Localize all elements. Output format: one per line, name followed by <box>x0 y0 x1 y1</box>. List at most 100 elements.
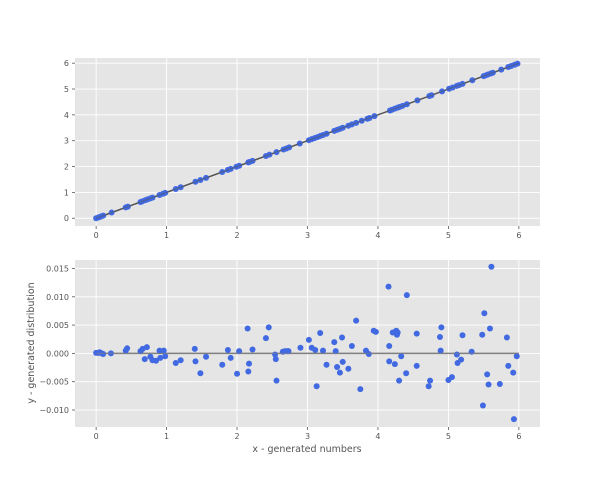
data-point <box>323 361 330 368</box>
data-point <box>332 348 339 355</box>
x-tick-label: 2 <box>234 231 239 240</box>
y-tick-label: 0 <box>64 214 69 223</box>
data-point <box>272 356 279 363</box>
bottom-axes: 0 1 2 3 4 5 6 −0.010 −0.005 0.000 0.005 0.010 0.015 <box>39 260 540 441</box>
data-point <box>234 370 241 377</box>
data-point <box>339 334 346 341</box>
data-point <box>191 345 198 352</box>
data-point <box>177 357 184 364</box>
data-point <box>153 357 160 364</box>
data-point <box>453 351 460 358</box>
data-point <box>100 350 107 357</box>
data-point <box>336 369 343 376</box>
data-point <box>245 368 252 375</box>
data-point <box>334 363 341 370</box>
data-point <box>427 377 434 384</box>
x-tick-label: 1 <box>164 231 169 240</box>
data-point <box>481 310 488 317</box>
data-point <box>398 353 405 360</box>
data-point <box>160 347 167 354</box>
data-point <box>386 343 393 350</box>
x-tick-label: 1 <box>164 432 169 441</box>
data-point <box>425 383 432 390</box>
data-point <box>510 416 517 423</box>
data-point <box>365 350 372 357</box>
data-point <box>372 328 379 335</box>
data-point <box>479 402 486 409</box>
y-tick-label: 1 <box>64 188 69 197</box>
data-point <box>403 292 410 299</box>
data-point <box>503 334 510 341</box>
data-point <box>459 332 466 339</box>
y-tick-label: 3 <box>64 137 69 146</box>
data-point <box>317 330 324 337</box>
data-point <box>353 317 360 324</box>
data-point <box>124 345 131 352</box>
x-tick-label: 0 <box>94 231 99 240</box>
data-point <box>513 353 520 360</box>
data-point <box>203 353 210 360</box>
data-point <box>244 325 251 332</box>
data-point <box>437 347 444 354</box>
y-tick-label: 5 <box>64 85 69 94</box>
data-point <box>312 347 319 354</box>
data-point <box>157 354 164 361</box>
y-tick-label: 2 <box>64 163 69 172</box>
data-point <box>141 356 148 363</box>
data-point <box>436 333 443 340</box>
data-point <box>143 344 150 351</box>
data-point <box>305 336 312 343</box>
y-tick-label: −0.010 <box>39 406 69 415</box>
data-point <box>249 346 256 353</box>
data-point <box>385 283 392 290</box>
x-tick-label: 6 <box>516 231 521 240</box>
data-point <box>396 377 403 384</box>
data-point <box>391 361 398 368</box>
data-point <box>162 353 169 360</box>
y-axis-label: y - generated distribution <box>26 282 37 403</box>
top-axes: 0 1 2 3 4 5 6 0 1 2 3 4 5 6 <box>64 58 540 240</box>
data-point <box>488 263 495 270</box>
data-point <box>331 339 338 346</box>
x-tick-label: 3 <box>305 231 310 240</box>
data-point <box>458 356 465 363</box>
data-point <box>219 361 226 368</box>
x-tick-label: 2 <box>234 432 239 441</box>
y-tick-label: 0.005 <box>46 321 69 330</box>
x-tick-label: 0 <box>94 432 99 441</box>
data-point <box>357 386 364 393</box>
data-point <box>265 324 272 331</box>
x-tick-label: 5 <box>446 432 451 441</box>
data-point <box>413 362 420 369</box>
data-point <box>394 329 401 336</box>
data-point <box>345 365 352 372</box>
trend-line-overlay <box>95 62 520 219</box>
data-point <box>197 370 204 377</box>
x-tick-label: 5 <box>446 231 451 240</box>
x-tick-label: 3 <box>305 432 310 441</box>
x-axis-label: x - generated numbers <box>252 444 361 455</box>
data-point <box>313 383 320 390</box>
data-point <box>339 358 346 365</box>
data-point <box>156 347 163 354</box>
y-tick-label: 6 <box>64 59 69 68</box>
data-point <box>448 374 455 381</box>
data-point <box>246 360 253 367</box>
data-point <box>320 347 326 354</box>
data-point <box>224 347 231 354</box>
data-point <box>479 331 486 338</box>
data-point <box>403 370 410 377</box>
data-point <box>285 348 292 355</box>
data-point <box>510 369 517 376</box>
data-point <box>348 343 355 350</box>
y-tick-label: 4 <box>64 111 69 120</box>
y-tick-label: −0.005 <box>39 378 69 387</box>
data-point <box>496 380 503 387</box>
y-tick-label: 0.015 <box>46 264 69 273</box>
data-point <box>262 335 269 342</box>
data-point <box>192 358 199 365</box>
data-point <box>172 360 179 367</box>
x-tick-label: 6 <box>516 432 521 441</box>
data-point <box>386 358 393 365</box>
